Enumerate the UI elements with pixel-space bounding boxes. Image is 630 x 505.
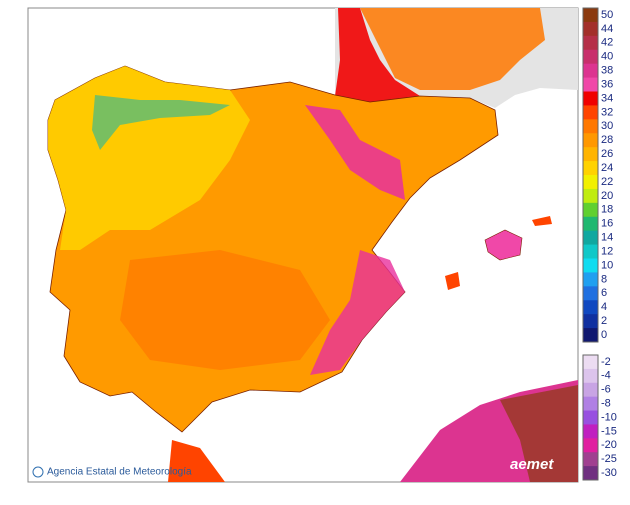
- copyright-icon: [32, 466, 44, 478]
- legend-label: 10: [601, 259, 613, 271]
- legend-label: 34: [601, 92, 613, 104]
- legend-label: 18: [601, 204, 613, 216]
- legend-swatch: [583, 452, 598, 467]
- legend-swatch: [583, 175, 598, 190]
- legend-swatch: [583, 35, 598, 51]
- cantabrian-cool: [92, 95, 230, 150]
- legend-swatch: [583, 91, 598, 106]
- legend-label: 14: [601, 232, 613, 244]
- legend-swatch: [583, 161, 598, 176]
- legend-label: -30: [601, 467, 617, 479]
- legend-label: 12: [601, 245, 613, 257]
- africa-hot: [500, 385, 578, 482]
- legend-label: -10: [601, 411, 617, 423]
- legend-label: 32: [601, 106, 613, 118]
- legend-swatch: [583, 230, 598, 246]
- legend-label: 8: [601, 273, 607, 285]
- africa-west: [168, 440, 225, 482]
- legend-label: 20: [601, 190, 613, 202]
- legend-label: 6: [601, 287, 607, 299]
- legend-label: 2: [601, 315, 607, 327]
- legend-label: 22: [601, 176, 613, 188]
- legend-label: 42: [601, 37, 613, 49]
- legend-swatch: [583, 382, 598, 398]
- legend-label: 28: [601, 134, 613, 146]
- legend-swatch: [583, 438, 598, 453]
- legend-border: [582, 7, 599, 343]
- legend-swatch: [583, 244, 598, 259]
- legend-swatch: [583, 202, 598, 218]
- legend-swatch: [583, 49, 598, 65]
- legend-label: -25: [601, 453, 617, 465]
- southeast-hot: [310, 250, 405, 375]
- legend-label: -2: [601, 356, 611, 368]
- legend-label: -15: [601, 425, 617, 437]
- legend-swatch: [583, 272, 598, 287]
- legend-swatch: [583, 424, 598, 439]
- mallorca: [484, 229, 523, 261]
- legend-swatch: [583, 105, 598, 120]
- ibiza: [445, 272, 460, 290]
- legend-swatch: [583, 8, 598, 23]
- legend-label: 24: [601, 162, 613, 174]
- france-warm: [360, 8, 545, 90]
- legend-label: 30: [601, 120, 613, 132]
- legend-swatch: [583, 188, 598, 204]
- legend-label: -20: [601, 439, 617, 451]
- legend-swatch: [583, 396, 598, 412]
- legend-label: 26: [601, 148, 613, 160]
- ebro-hot: [305, 105, 405, 200]
- legend-label: 36: [601, 78, 613, 90]
- legend-swatch: [583, 328, 598, 343]
- legend-label: 4: [601, 301, 607, 313]
- legend-swatch: [583, 258, 598, 273]
- south-warm: [120, 250, 330, 370]
- legend-swatch: [583, 77, 598, 92]
- legend-label: 50: [601, 9, 613, 21]
- legend-swatch: [583, 147, 598, 162]
- legend-swatch: [583, 300, 598, 315]
- legend-swatch: [583, 119, 598, 134]
- menorca: [532, 216, 552, 226]
- legend-swatch: [583, 410, 598, 425]
- legend-swatch: [583, 355, 598, 370]
- legend-swatch: [583, 21, 598, 37]
- legend-swatch: [583, 314, 598, 329]
- legend-swatch: [583, 216, 598, 232]
- legend-swatch: [583, 133, 598, 148]
- legend-swatch: [583, 466, 598, 481]
- legend-swatch: [583, 63, 598, 79]
- legend-swatch: [583, 286, 598, 301]
- agency-name: Agencia Estatal de Meteorología: [47, 467, 192, 478]
- france-hot: [335, 8, 420, 102]
- legend-label: 16: [601, 218, 613, 230]
- legend-label: -8: [601, 398, 611, 410]
- legend-border: [582, 354, 599, 481]
- legend-label: 0: [601, 329, 607, 341]
- color-legend: 5044424038363432302826242220181614121086…: [582, 7, 617, 481]
- legend-swatch: [583, 368, 598, 384]
- legend-label: -6: [601, 384, 611, 396]
- legend-label: 40: [601, 51, 613, 63]
- legend-label: 44: [601, 23, 613, 35]
- legend-label: 38: [601, 65, 613, 77]
- legend-label: -4: [601, 370, 611, 382]
- logo: aemet: [510, 456, 554, 473]
